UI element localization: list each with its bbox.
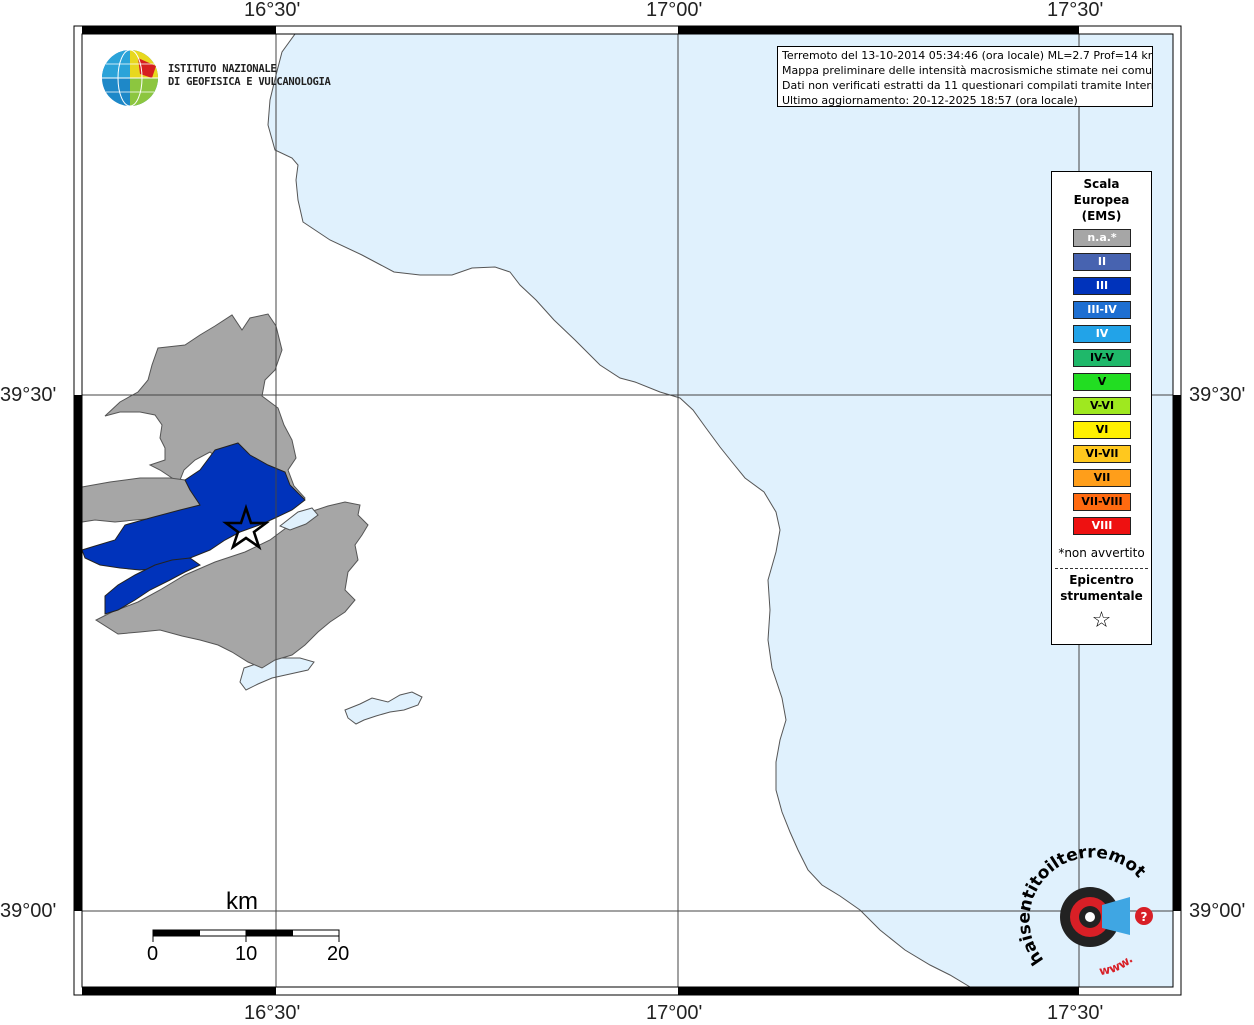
- epicenter-legend-title: Epicentro strumentale: [1052, 572, 1151, 604]
- epicenter-star: [222, 503, 270, 551]
- municipality-na: [94, 501, 369, 669]
- ingv-line2: DI GEOFISICA E VULCANOLOGIA: [168, 76, 331, 88]
- scale-label: 0: [147, 943, 159, 965]
- legend-swatch: VI-VII: [1073, 445, 1131, 463]
- scale-label: 10: [235, 943, 258, 965]
- epicenter-title-line: Epicentro: [1069, 573, 1134, 587]
- top-tick-label: 16°30': [244, 0, 301, 21]
- bottom-tick-label: 17°00': [646, 1002, 703, 1024]
- municipality-iii: [104, 557, 201, 615]
- legend-swatch: V: [1073, 373, 1131, 391]
- legend-swatch: IV-V: [1073, 349, 1131, 367]
- legend-title-line: Europea: [1073, 193, 1130, 207]
- legend-title-line: (EMS): [1081, 209, 1122, 223]
- legend-swatch: VII-VIII: [1073, 493, 1131, 511]
- legend-note: *non avvertito: [1058, 546, 1145, 560]
- left-tick-label: 39°30': [0, 384, 57, 406]
- graticule: [82, 34, 1173, 987]
- right-tick-label: 39°30': [1189, 384, 1246, 406]
- ingv-globe-icon: [102, 49, 158, 107]
- intensity-legend: Scala Europea (EMS) n.a.* II III III-IV IV IV…: [1051, 171, 1152, 645]
- legend-swatch: n.a.*: [1073, 229, 1131, 247]
- info-line: Mappa preliminare delle intensità macros…: [782, 64, 1152, 77]
- top-tick-label: 17°00': [646, 0, 703, 21]
- legend-swatch: IV: [1073, 325, 1131, 343]
- legend-divider: [1055, 568, 1148, 569]
- legend-swatch: VII: [1073, 469, 1131, 487]
- legend-title-line: Scala: [1083, 177, 1120, 191]
- ingv-line1: ISTITUTO NAZIONALE: [168, 63, 277, 75]
- land-area: [81, 33, 972, 988]
- earthquake-info-box: Terremoto del 13-10-2014 05:34:46 (ora l…: [777, 46, 1153, 107]
- lake: [279, 507, 319, 531]
- scale-unit: km: [226, 888, 258, 915]
- svg-text:?: ?: [1141, 910, 1148, 924]
- legend-title: Scala Europea (EMS): [1052, 176, 1151, 224]
- ingv-logo-text: ISTITUTO NAZIONALE DI GEOFISICA E VULCAN…: [168, 63, 331, 89]
- top-tick-label: 17°30': [1047, 0, 1104, 21]
- frame-ticks: [74, 26, 1181, 995]
- scale-bar: [152, 929, 340, 942]
- bottom-tick-label: 16°30': [244, 1002, 301, 1024]
- legend-swatch: V-VI: [1073, 397, 1131, 415]
- legend-swatch: III: [1073, 277, 1131, 295]
- scale-label: 20: [327, 943, 350, 965]
- star-icon: ☆: [1091, 608, 1112, 633]
- epicenter-title-line: strumentale: [1060, 589, 1143, 603]
- bottom-tick-label: 17°30': [1047, 1002, 1104, 1024]
- info-line: Ultimo aggiornamento: 20-12-2025 18:57 (…: [782, 94, 1078, 107]
- legend-swatch: II: [1073, 253, 1131, 271]
- info-line: Terremoto del 13-10-2014 05:34:46 (ora l…: [782, 49, 1152, 62]
- left-tick-label: 39°00': [0, 900, 57, 922]
- legend-swatch: III-IV: [1073, 301, 1131, 319]
- lake: [344, 691, 423, 725]
- info-line: Dati non verificati estratti da 11 quest…: [782, 79, 1152, 92]
- right-tick-label: 39°00': [1189, 900, 1246, 922]
- legend-swatch: VIII: [1073, 517, 1131, 535]
- legend-swatch: VI: [1073, 421, 1131, 439]
